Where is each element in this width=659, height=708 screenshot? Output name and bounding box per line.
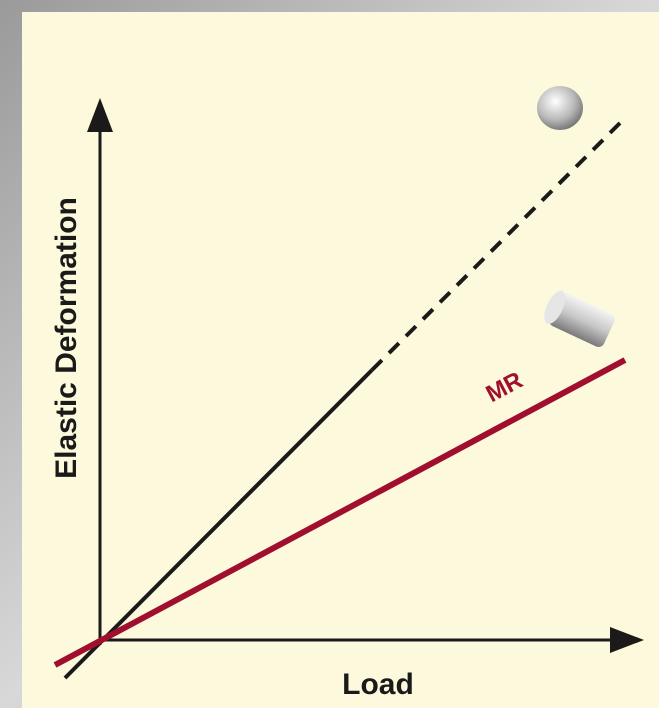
x-axis-label: Load (342, 668, 414, 701)
roller-icon (544, 290, 615, 348)
roller-body (549, 292, 615, 348)
y-axis-label: Elastic Deformation (50, 197, 83, 479)
ceramic-line (63, 368, 374, 680)
ball-icon (537, 86, 583, 130)
y-axis-arrow (87, 98, 113, 132)
roller-end (544, 290, 566, 324)
mr-line (53, 357, 627, 668)
ceramic-line-dashed (370, 116, 627, 372)
x-axis-arrow (610, 627, 644, 653)
